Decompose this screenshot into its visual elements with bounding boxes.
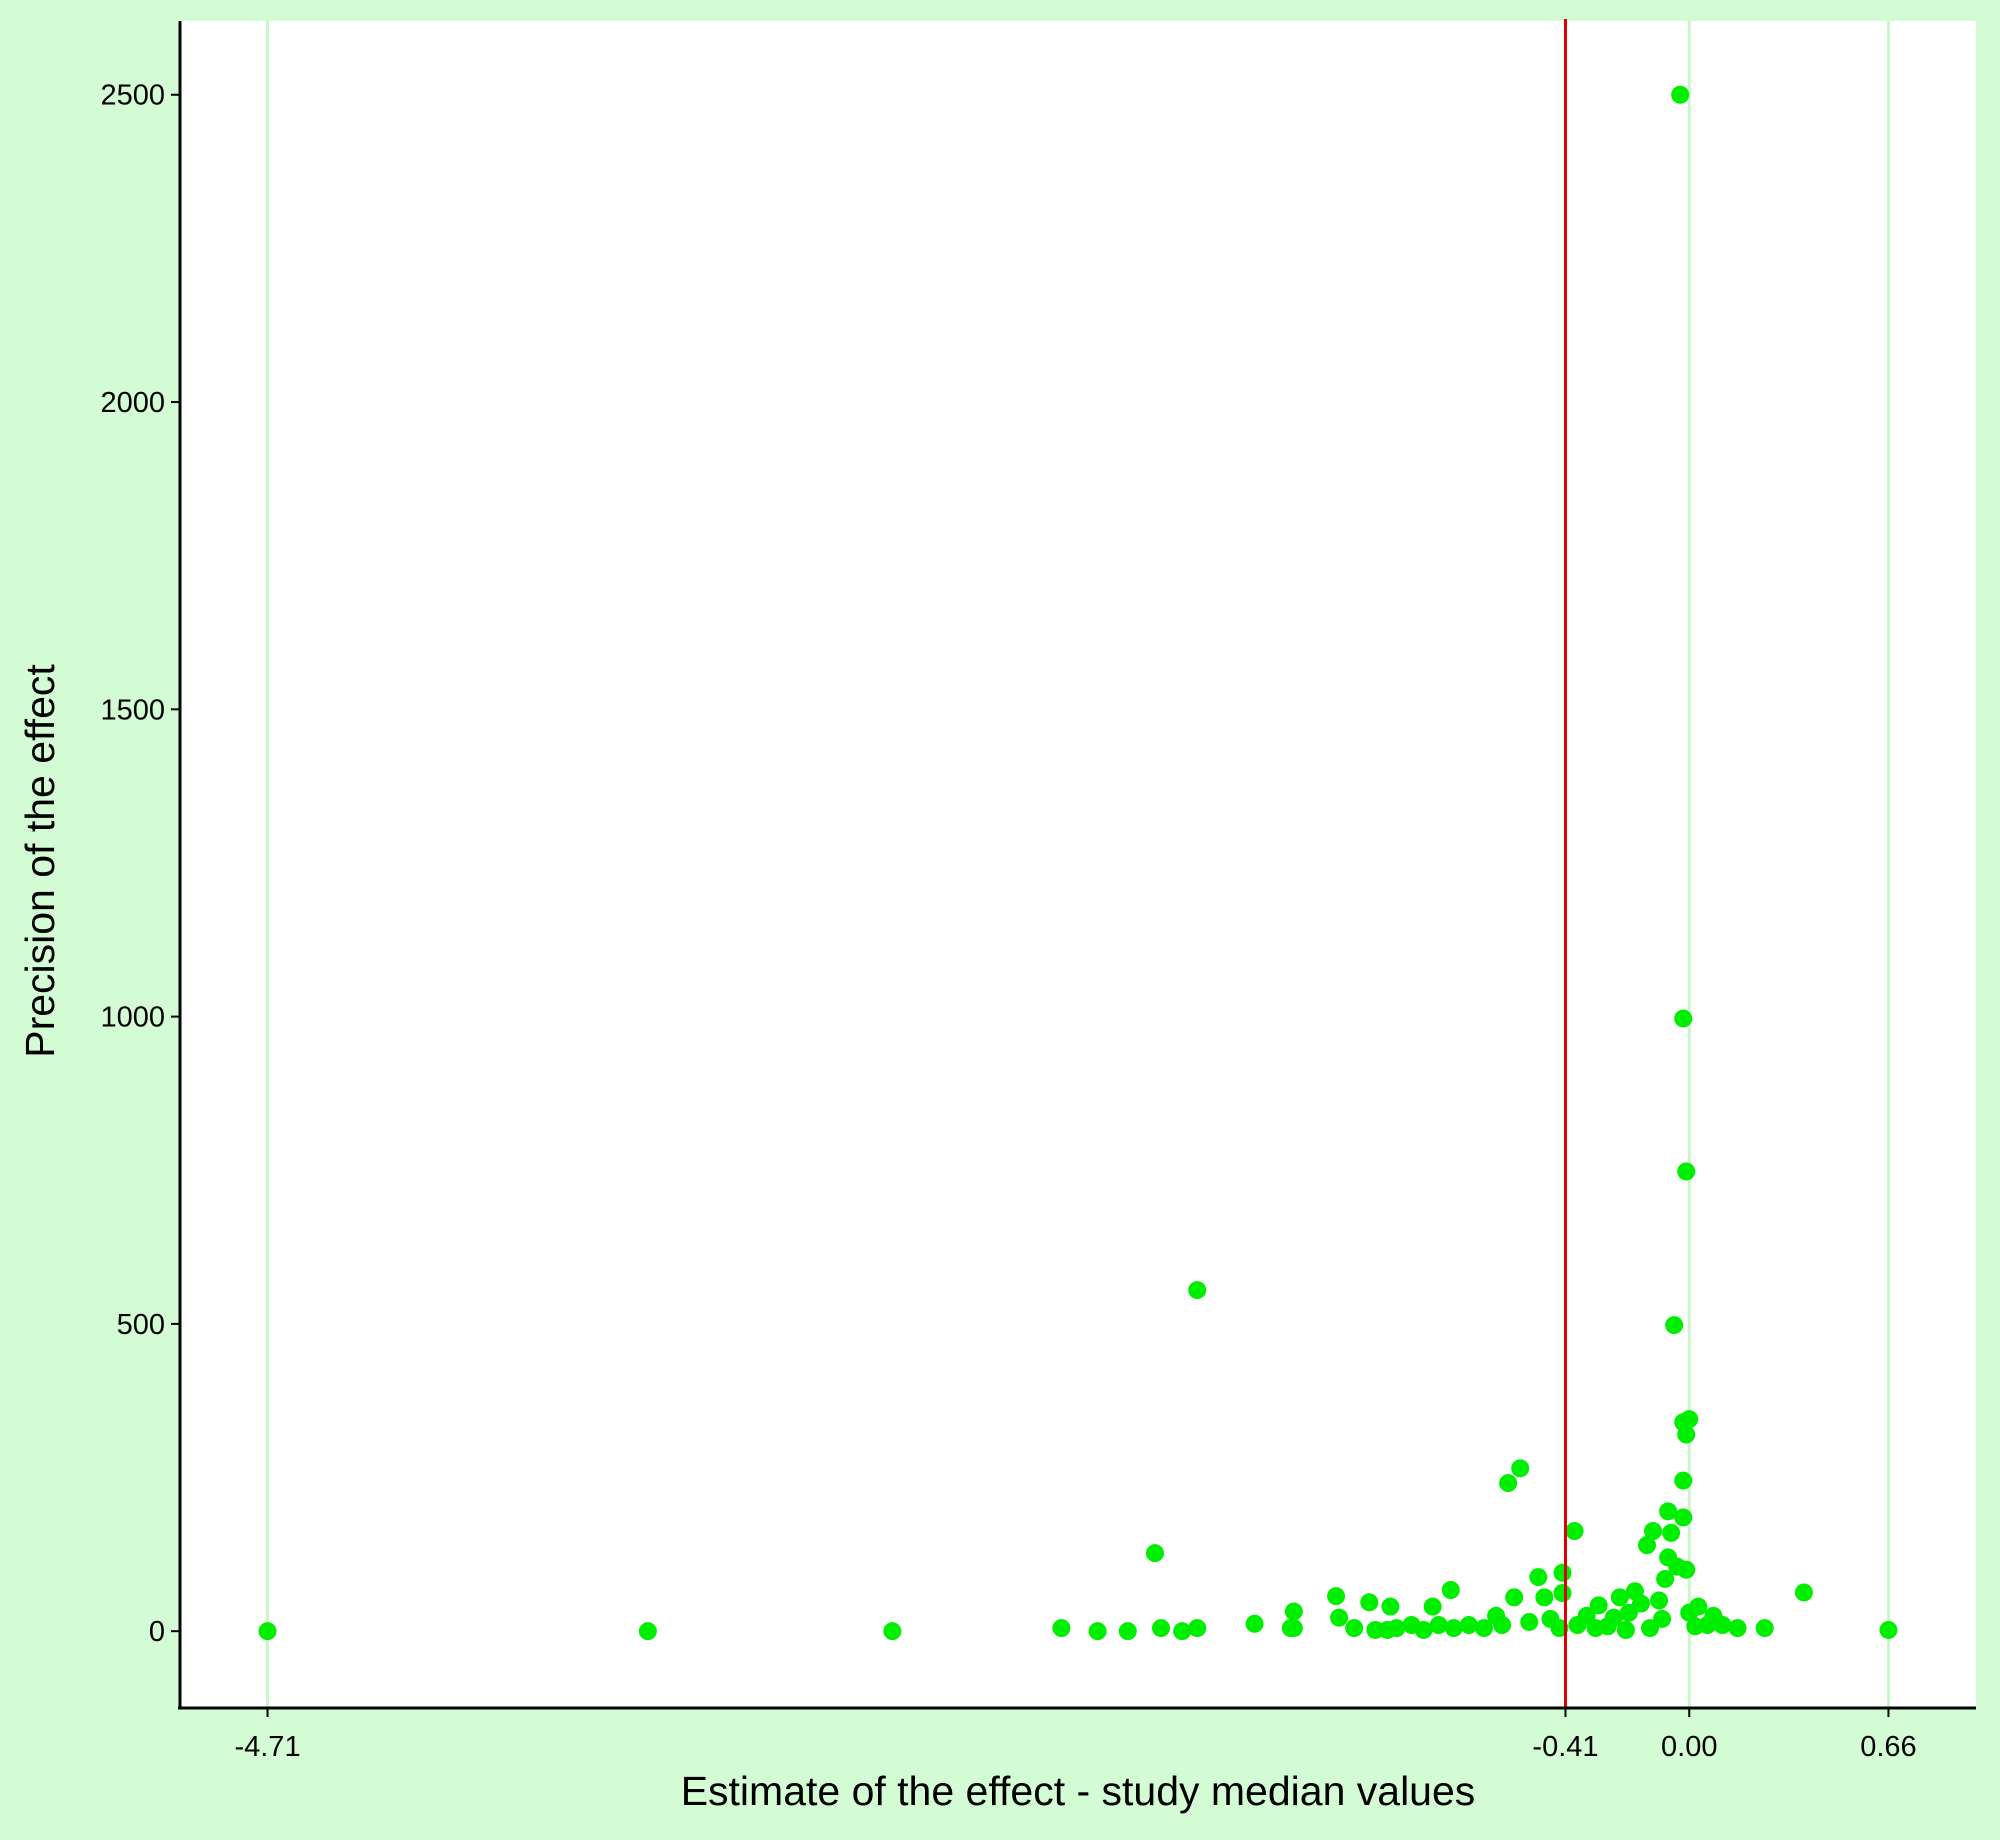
data-point — [1505, 1588, 1524, 1607]
data-point — [1650, 1591, 1669, 1610]
y-tick-label: 2000 — [100, 387, 165, 419]
x-tick-label: -4.71 — [234, 1731, 300, 1763]
data-point — [1550, 1619, 1569, 1638]
data-point — [1653, 1609, 1672, 1628]
data-point — [1644, 1522, 1663, 1541]
data-point — [1662, 1523, 1681, 1542]
data-point — [258, 1622, 277, 1641]
x-tick-label: 0.00 — [1661, 1731, 1717, 1763]
data-point — [1677, 1560, 1696, 1579]
data-point — [1535, 1588, 1554, 1607]
data-point — [1553, 1584, 1572, 1603]
data-point — [1604, 1608, 1623, 1627]
data-point — [1656, 1569, 1675, 1588]
y-tick-label: 1000 — [100, 1002, 165, 1034]
data-point — [1529, 1568, 1548, 1587]
data-point — [1327, 1587, 1346, 1606]
data-point — [1145, 1544, 1164, 1563]
data-point — [1459, 1616, 1478, 1635]
data-point — [1088, 1622, 1107, 1641]
data-point — [1429, 1616, 1448, 1635]
data-point — [1118, 1622, 1137, 1641]
data-point — [1677, 1425, 1696, 1444]
data-point — [1553, 1563, 1572, 1582]
x-tick-label: -0.41 — [1532, 1731, 1598, 1763]
y-tick-label: 2500 — [100, 80, 165, 112]
data-point — [1188, 1619, 1207, 1638]
data-point — [1671, 85, 1690, 104]
x-axis-title: Estimate of the effect - study median va… — [681, 1768, 1476, 1814]
data-point — [1245, 1614, 1264, 1633]
data-point — [1423, 1597, 1442, 1616]
data-point — [1474, 1619, 1493, 1638]
x-axis-ticks: -4.71 -0.41 0.00 0.66 — [234, 1708, 1917, 1763]
data-point — [1616, 1620, 1635, 1639]
data-point — [1589, 1596, 1608, 1615]
data-point — [1414, 1620, 1433, 1639]
data-point — [1284, 1619, 1303, 1638]
y-tick-label: 500 — [117, 1309, 165, 1341]
data-point — [1284, 1602, 1303, 1621]
data-point — [1345, 1619, 1364, 1638]
data-point — [1755, 1619, 1774, 1638]
data-point — [1610, 1588, 1629, 1607]
y-tick-label: 1500 — [100, 694, 165, 726]
data-point — [1577, 1606, 1596, 1625]
data-point — [1387, 1619, 1406, 1638]
data-point — [1689, 1597, 1708, 1616]
data-point — [1444, 1619, 1463, 1638]
data-point — [1152, 1619, 1171, 1638]
data-point — [1441, 1581, 1460, 1600]
data-point — [1637, 1536, 1656, 1555]
data-point — [1188, 1281, 1207, 1300]
data-point — [1677, 1162, 1696, 1181]
data-point — [1499, 1474, 1518, 1493]
data-point — [1511, 1459, 1530, 1478]
y-tick-label: 0 — [149, 1616, 165, 1648]
data-point — [1381, 1597, 1400, 1616]
data-point — [1794, 1583, 1813, 1602]
data-point — [638, 1622, 657, 1641]
plot-panel — [179, 21, 1976, 1707]
data-point — [1360, 1593, 1379, 1612]
y-axis-title: Precision of the effect — [17, 664, 63, 1058]
data-point — [1713, 1616, 1732, 1635]
data-point — [1680, 1410, 1699, 1429]
data-point — [883, 1622, 902, 1641]
data-point — [1173, 1622, 1192, 1641]
data-point — [1674, 1009, 1693, 1028]
data-point — [1052, 1619, 1071, 1638]
data-point — [1659, 1502, 1678, 1521]
data-point — [1674, 1508, 1693, 1527]
data-point — [1565, 1522, 1584, 1541]
data-point — [1674, 1471, 1693, 1490]
data-point — [1665, 1316, 1684, 1335]
x-tick-label: 0.66 — [1860, 1731, 1916, 1763]
axes — [178, 21, 1976, 1710]
data-point — [1631, 1594, 1650, 1613]
data-point — [1520, 1612, 1539, 1631]
data-point — [1728, 1619, 1747, 1638]
data-point — [1879, 1620, 1898, 1639]
y-axis-ticks: 0 500 1000 1500 2000 2500 — [100, 80, 180, 1648]
data-point — [1493, 1616, 1512, 1635]
data-point — [1330, 1608, 1349, 1627]
